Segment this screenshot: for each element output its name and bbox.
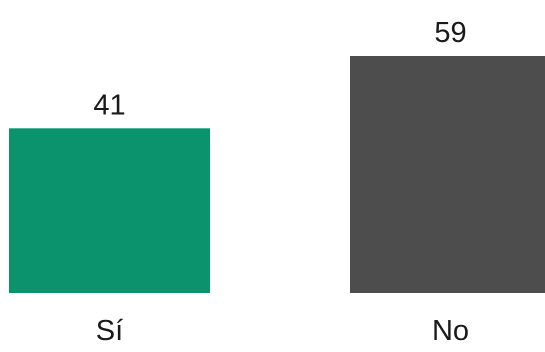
bar-si (9, 128, 210, 293)
bar-no (350, 56, 545, 293)
value-labels-group: 41 59 (93, 17, 466, 121)
category-labels-group: Sí No (96, 315, 469, 347)
value-label-si: 41 (93, 89, 125, 121)
category-label-no: No (432, 315, 469, 347)
category-label-si: Sí (96, 315, 123, 347)
bars-group (9, 56, 545, 293)
value-label-no: 59 (434, 17, 466, 49)
